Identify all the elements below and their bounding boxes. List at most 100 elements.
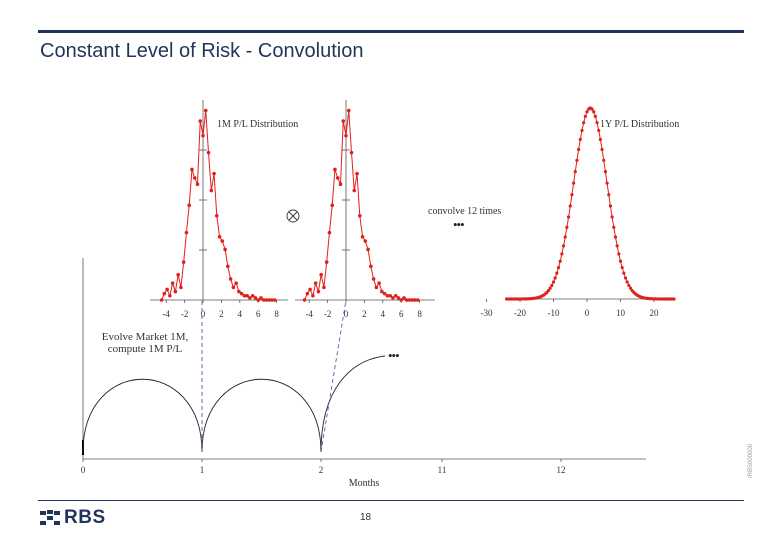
x-tick-label: -20 — [514, 308, 526, 318]
data-point — [578, 137, 582, 142]
data-point — [242, 293, 247, 298]
bottom-rule — [38, 500, 744, 501]
data-point — [568, 204, 572, 208]
data-point — [335, 176, 340, 180]
data-point — [165, 287, 169, 292]
x-tick-label: -10 — [548, 308, 560, 318]
page-title: Constant Level of Risk - Convolution — [40, 40, 364, 62]
data-point — [388, 293, 392, 298]
data-point — [159, 298, 164, 302]
data-point — [250, 293, 255, 298]
data-point — [270, 298, 274, 302]
timeline-tick-label: 1 — [200, 465, 205, 475]
data-point — [617, 252, 621, 256]
series-line — [506, 107, 675, 300]
data-point — [612, 225, 616, 229]
data-point — [608, 204, 613, 208]
x-tick-label: 6 — [256, 309, 261, 319]
data-point — [577, 147, 581, 152]
data-point — [239, 291, 244, 296]
month-arc-3 — [320, 355, 386, 453]
data-point — [555, 271, 559, 275]
data-point — [627, 283, 631, 288]
data-point — [264, 298, 269, 302]
data-point — [248, 296, 252, 300]
data-point — [272, 298, 277, 302]
data-point — [391, 296, 395, 300]
data-point — [615, 244, 619, 248]
data-point — [358, 213, 362, 218]
data-point — [382, 291, 387, 296]
data-point — [607, 193, 611, 197]
month-arc-1 — [82, 378, 203, 453]
data-point — [385, 293, 390, 298]
data-point — [620, 265, 624, 270]
data-point — [201, 133, 205, 138]
data-point — [176, 272, 180, 277]
x-tick-label: 20 — [650, 308, 660, 318]
page-number: 18 — [360, 512, 372, 523]
data-point — [237, 289, 241, 294]
data-point — [565, 225, 569, 229]
data-point — [256, 298, 261, 302]
data-point — [366, 247, 370, 252]
data-point — [217, 235, 222, 239]
data-point — [346, 108, 351, 113]
data-point — [212, 171, 216, 176]
data-point — [349, 150, 354, 155]
convolution-operator-icon — [286, 209, 300, 223]
data-point — [590, 107, 594, 111]
data-point — [399, 298, 404, 302]
data-point — [593, 114, 597, 119]
data-point — [592, 110, 596, 114]
data-point — [327, 230, 332, 235]
data-point — [261, 298, 266, 302]
data-point — [556, 265, 561, 270]
ellipsis-upper: ••• — [453, 217, 464, 232]
data-point — [305, 291, 310, 296]
timeline-tick-label: 12 — [557, 465, 566, 475]
data-point — [245, 293, 249, 298]
data-point — [341, 119, 346, 123]
data-point — [308, 287, 312, 292]
data-point — [628, 286, 633, 290]
logo-text: RBS — [64, 507, 106, 528]
otimes-circle — [286, 209, 300, 223]
data-point — [580, 128, 584, 133]
data-point — [598, 137, 603, 142]
rbs-logo: RBS — [40, 507, 106, 529]
data-point — [551, 280, 556, 284]
data-point — [410, 298, 415, 302]
x-tick-label: 4 — [381, 309, 386, 319]
panel-title: 1M P/L Distribution — [217, 119, 298, 130]
data-point — [330, 203, 335, 208]
data-point — [595, 121, 599, 125]
data-point — [600, 147, 604, 152]
data-point — [228, 277, 233, 281]
data-point — [546, 289, 551, 293]
month-arc-2 — [201, 378, 322, 453]
data-point — [206, 150, 211, 155]
data-point — [338, 182, 343, 187]
data-point — [352, 188, 357, 193]
data-point — [563, 235, 567, 239]
data-point — [231, 285, 236, 290]
timeline-tick-label: 2 — [319, 465, 324, 475]
data-point — [259, 296, 263, 300]
x-tick-label: 0 — [201, 309, 206, 319]
data-point — [371, 277, 376, 281]
data-point — [223, 247, 227, 252]
data-point — [597, 128, 601, 133]
data-point — [610, 215, 614, 219]
data-point — [570, 193, 574, 197]
distribution-panel-1: -4 -2 0 2 4 6 8 1M P/L Distribution — [150, 100, 298, 319]
data-point — [605, 181, 609, 185]
data-point — [613, 235, 618, 239]
x-tick-label: 2 — [219, 309, 224, 319]
data-point — [548, 286, 552, 290]
data-point — [585, 110, 589, 114]
timeline-tick-label: 11 — [438, 465, 447, 475]
data-point — [355, 171, 359, 176]
data-point — [672, 297, 676, 301]
data-point — [168, 293, 172, 298]
